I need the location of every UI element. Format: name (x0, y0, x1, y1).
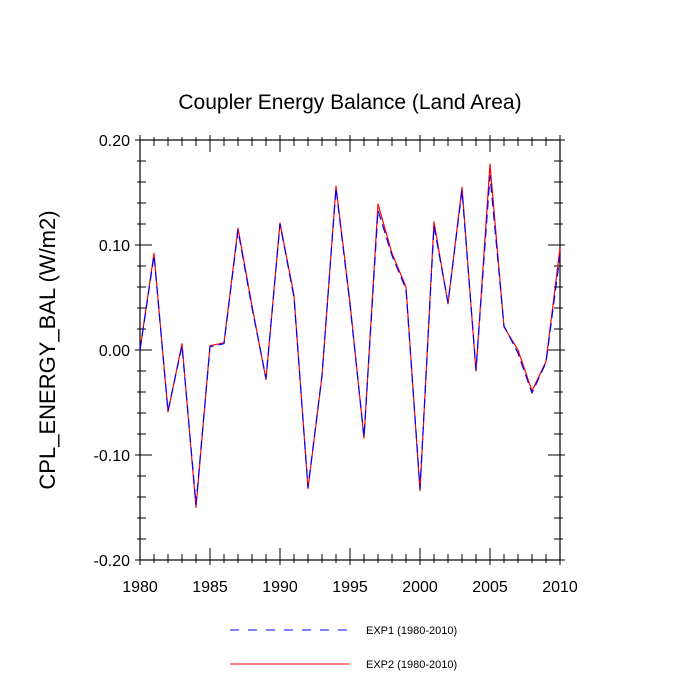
x-tick-label: 2000 (402, 579, 438, 596)
legend: EXP1 (1980-2010) EXP2 (1980-2010) (230, 625, 457, 671)
y-tick-label: 0.00 (99, 343, 130, 360)
series-line-2 (139, 163, 561, 509)
y-tick-label: -0.20 (94, 553, 131, 570)
series-line-1 (139, 175, 561, 505)
plot-frame (139, 139, 561, 561)
chart-title: Coupler Energy Balance (Land Area) (178, 91, 521, 114)
x-tick-label: 2005 (472, 579, 508, 596)
axis-ticks: -0.20 -0.10 0.00 0.10 0.20 1980 1985 1990 1995 20… (94, 133, 578, 596)
legend-label-1: EXP1 (1980-2010) (366, 625, 457, 637)
y-tick-label: 0.10 (99, 238, 130, 255)
y-axis-label: CPL_ENERGY_BAL (W/m2) (35, 210, 60, 489)
y-tick-label: 0.20 (99, 133, 130, 150)
x-tick-label: 2010 (542, 579, 578, 596)
x-tick-label: 1980 (122, 579, 158, 596)
x-tick-label: 1985 (192, 579, 228, 596)
legend-label-2: EXP2 (1980-2010) (366, 659, 457, 671)
y-tick-label: -0.10 (94, 448, 131, 465)
x-tick-label: 1995 (332, 579, 368, 596)
x-tick-label: 1990 (262, 579, 298, 596)
series-lines (139, 163, 561, 509)
